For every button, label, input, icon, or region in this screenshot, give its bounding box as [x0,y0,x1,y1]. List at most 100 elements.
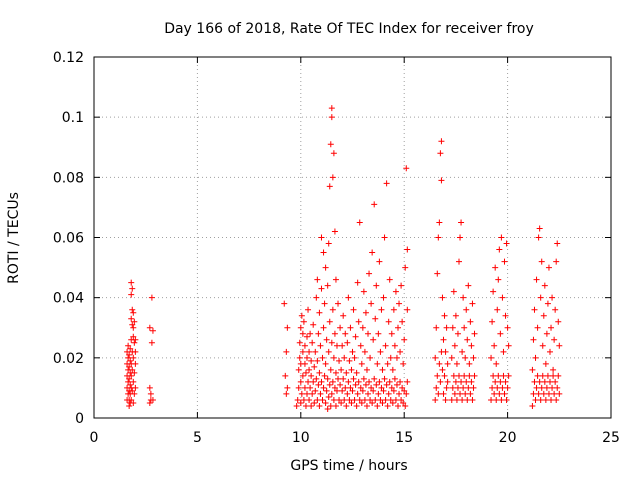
data-point [126,363,133,370]
data-point [450,372,457,379]
data-point [313,294,320,301]
data-point [532,354,539,361]
data-point [301,342,308,349]
data-point [126,375,133,382]
data-point [533,276,540,283]
data-point [394,324,401,331]
data-point [125,342,132,349]
data-point [326,183,333,190]
data-point [340,312,347,319]
data-point [365,390,372,397]
data-point [550,366,557,373]
data-point [374,402,381,409]
data-point [494,306,501,313]
data-point [312,387,319,394]
data-point [401,387,408,394]
data-point [555,372,562,379]
data-point [373,381,380,388]
data-point [467,318,474,325]
data-point [545,390,552,397]
data-point [443,384,450,391]
data-point [553,396,560,403]
data-point [444,378,451,385]
data-point [307,330,314,337]
data-point [500,372,507,379]
data-point [366,378,373,385]
data-point [540,390,547,397]
data-point [531,378,538,385]
data-point [309,339,316,346]
data-point [454,384,461,391]
data-point [326,318,333,325]
data-point [388,384,395,391]
data-point [146,324,153,331]
data-point [356,219,363,226]
data-point [309,390,316,397]
data-point [360,375,367,382]
data-point [305,306,312,313]
data-point [449,324,456,331]
x-axis-label: GPS time / hours [290,458,407,474]
data-point [542,396,549,403]
data-point [546,348,553,355]
data-point [313,375,320,382]
data-point [127,381,134,388]
data-point [357,342,364,349]
x-tick-label: 10 [292,430,310,446]
data-point [329,378,336,385]
data-point [464,336,471,343]
data-point [348,399,355,406]
data-point [308,357,315,364]
data-point [344,339,351,346]
data-point [497,378,504,385]
data-point [468,378,475,385]
data-point [298,312,305,319]
data-point [363,366,370,373]
data-point [549,384,556,391]
data-point [396,390,403,397]
data-point [321,372,328,379]
data-point [459,348,466,355]
data-point [550,372,557,379]
data-point [367,396,374,403]
data-point [326,381,333,388]
data-point [451,342,458,349]
data-point [308,372,315,379]
data-point [353,369,360,376]
data-point [355,378,362,385]
data-point [505,372,512,379]
data-point [440,390,447,397]
data-point [460,384,467,391]
data-point [129,285,136,292]
data-point [340,375,347,382]
data-point [450,288,457,295]
data-point [330,150,337,157]
data-point [399,318,406,325]
data-point [128,291,135,298]
data-point [332,276,339,283]
data-point [375,390,382,397]
data-point [377,396,384,403]
data-point [130,399,137,406]
data-point [296,339,303,346]
data-point [324,405,331,412]
data-point [322,399,329,406]
data-point [317,390,324,397]
data-point [293,402,300,409]
data-point [378,306,385,313]
data-point [343,402,350,409]
data-point [301,384,308,391]
data-point [461,324,468,331]
data-point [488,354,495,361]
data-point [328,390,335,397]
data-point [148,294,155,301]
data-point [456,372,463,379]
data-point [346,357,353,364]
data-point [358,360,365,367]
data-point [460,294,467,301]
data-point [404,306,411,313]
data-point [352,333,359,340]
data-point [389,366,396,373]
data-point [438,138,445,145]
data-point [316,402,323,409]
